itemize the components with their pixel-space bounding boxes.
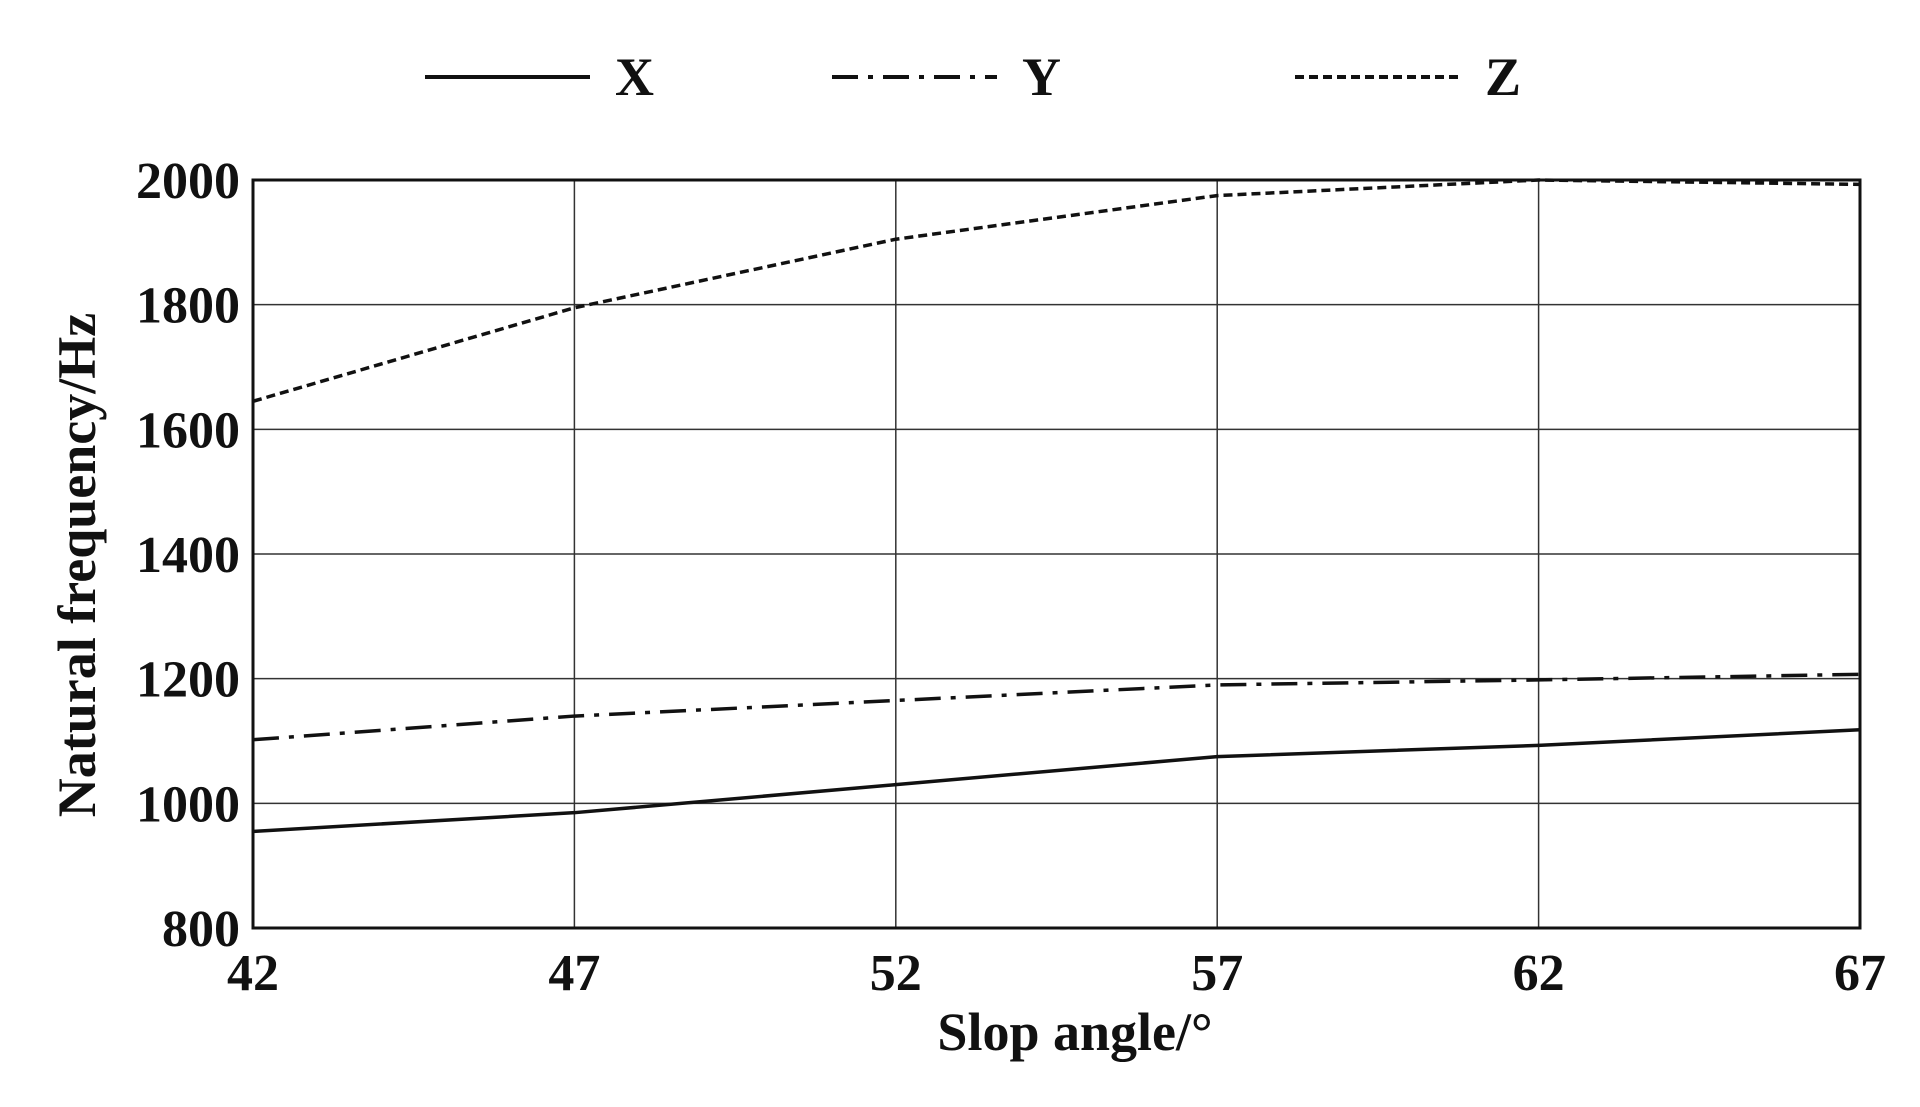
y-tick-label: 2000 (136, 153, 240, 210)
y-axis-title: Natural frequency/Hz (47, 313, 107, 817)
tick-labels: 42 47 52 57 62 67 800 1000 1200 1400 1600 1800 2000 (136, 153, 1886, 1002)
legend-item-z: Z (1295, 47, 1521, 107)
x-tick-label: 52 (870, 945, 922, 1002)
legend-item-x: X (425, 47, 654, 107)
x-tick-label: 57 (1191, 945, 1243, 1002)
legend-label: X (615, 47, 654, 107)
x-tick-label: 47 (548, 945, 600, 1002)
y-tick-label: 1200 (136, 652, 240, 709)
y-tick-label: 1800 (136, 278, 240, 335)
y-tick-label: 1400 (136, 527, 240, 584)
x-tick-label: 62 (1513, 945, 1565, 1002)
series-line-x (252, 728, 1861, 834)
plot-area-border (251, 178, 1862, 930)
legend-label: Z (1485, 47, 1521, 107)
legend-label: Y (1022, 47, 1061, 107)
series-line-z (252, 178, 1861, 403)
series-lines (252, 178, 1861, 834)
plot-frame (251, 178, 1862, 930)
x-tick-label: 42 (227, 945, 279, 1002)
legend-item-y: Y (832, 47, 1061, 107)
x-tick-label: 67 (1834, 945, 1886, 1002)
x-axis-title: Slop angle/° (937, 1002, 1212, 1062)
series-line-y (252, 672, 1861, 742)
y-tick-label: 800 (162, 901, 240, 958)
legend: X Y Z (425, 47, 1521, 107)
y-tick-label: 1600 (136, 402, 240, 459)
y-tick-label: 1000 (136, 776, 240, 833)
